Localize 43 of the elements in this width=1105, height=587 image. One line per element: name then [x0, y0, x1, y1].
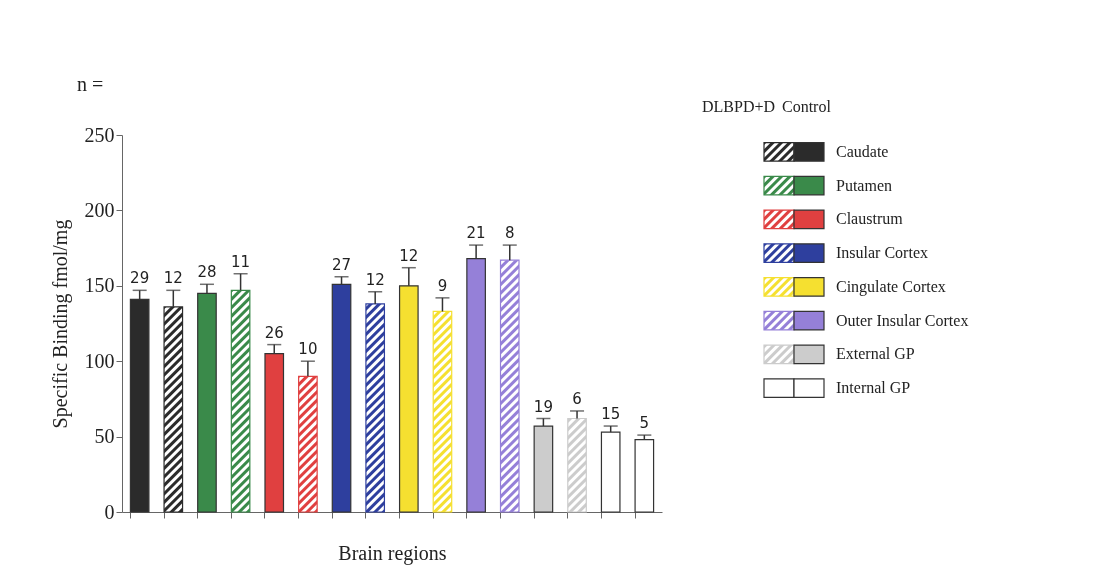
y-tick-label: 250 — [84, 123, 115, 146]
bar — [499, 259, 520, 513]
bar — [298, 375, 318, 513]
annotation: 12 — [399, 246, 419, 265]
y-tick-label: 50 — [94, 425, 115, 448]
bar — [230, 289, 251, 513]
y-tick-label: 0 — [104, 500, 115, 523]
legend-label: Internal GP — [836, 379, 911, 397]
legend-label: Insular Cortex — [836, 244, 928, 262]
bar — [432, 310, 453, 513]
legend-label: Cingulate Cortex — [836, 277, 946, 296]
annotation: 10 — [298, 340, 318, 359]
annotation: 29 — [130, 269, 150, 288]
annotation: 6 — [572, 389, 582, 408]
y-tick-label: 200 — [84, 198, 115, 221]
y-axis-title: Specific Binding fmol/mg — [48, 219, 72, 429]
legend-label: Outer Insular Cortex — [836, 311, 969, 329]
legend-label: External GP — [836, 345, 915, 363]
annotation: 11 — [231, 252, 251, 271]
annotation: 5 — [639, 414, 650, 433]
annotation: 12 — [163, 269, 183, 288]
annotation: 12 — [365, 270, 385, 289]
y-tick-label: 100 — [84, 349, 115, 372]
text: Control — [782, 98, 832, 115]
legend-label: Caudate — [836, 142, 889, 160]
annotation: 8 — [504, 224, 515, 243]
annotation: 21 — [466, 224, 486, 243]
annotation: 28 — [197, 263, 217, 282]
bar — [365, 303, 386, 513]
x-axis-title: Brain regions — [338, 542, 447, 565]
text: DLBPD+D — [702, 98, 776, 115]
annotation: 26 — [264, 323, 284, 342]
legend-label: Putamen — [836, 176, 892, 194]
text: n = — [77, 73, 104, 95]
annotation: 15 — [601, 405, 621, 424]
annotation: 19 — [533, 397, 553, 416]
bar — [634, 439, 655, 513]
bar — [600, 431, 621, 513]
annotation: 9 — [437, 276, 448, 295]
bar — [567, 417, 587, 513]
y-tick-label: 150 — [84, 274, 115, 297]
annotation: 27 — [331, 255, 352, 274]
legend-label: Claustrum — [836, 210, 904, 228]
